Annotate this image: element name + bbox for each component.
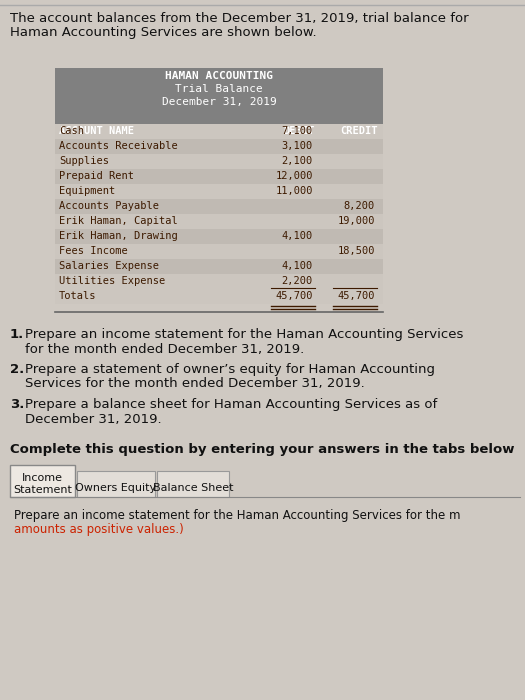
Bar <box>55 259 383 274</box>
Text: Prepare a statement of owner’s equity for Haman Accounting: Prepare a statement of owner’s equity fo… <box>25 363 435 376</box>
Bar <box>55 214 383 229</box>
Bar <box>55 199 383 214</box>
Text: Prepare an income statement for the Haman Accounting Services: Prepare an income statement for the Hama… <box>25 328 464 341</box>
Text: Statement: Statement <box>13 485 72 495</box>
Text: Prepaid Rent: Prepaid Rent <box>59 171 134 181</box>
Text: Owners Equity: Owners Equity <box>76 483 156 493</box>
Bar <box>55 169 383 184</box>
Text: 4,100: 4,100 <box>282 231 313 241</box>
Text: Complete this question by entering your answers in the tabs below: Complete this question by entering your … <box>10 443 514 456</box>
Text: 2,200: 2,200 <box>282 276 313 286</box>
Text: HAMAN ACCOUNTING: HAMAN ACCOUNTING <box>165 71 273 81</box>
Bar <box>10 465 75 497</box>
Text: 18,500: 18,500 <box>338 246 375 256</box>
Text: Haman Accounting Services are shown below.: Haman Accounting Services are shown belo… <box>10 26 317 39</box>
Text: Fees Income: Fees Income <box>59 246 128 256</box>
Bar <box>55 139 383 154</box>
Bar <box>157 471 229 497</box>
Bar <box>55 184 383 199</box>
Bar <box>55 229 383 244</box>
Text: 8,200: 8,200 <box>344 201 375 211</box>
Text: 7,100: 7,100 <box>282 126 313 136</box>
Text: Totals: Totals <box>59 291 97 301</box>
Bar <box>55 274 383 289</box>
Bar <box>55 68 383 124</box>
Text: 45,700: 45,700 <box>338 291 375 301</box>
Text: 19,000: 19,000 <box>338 216 375 226</box>
Text: Erik Haman, Capital: Erik Haman, Capital <box>59 216 178 226</box>
Text: Salaries Expense: Salaries Expense <box>59 261 159 271</box>
Text: The account balances from the December 31, 2019, trial balance for: The account balances from the December 3… <box>10 12 469 25</box>
Text: Prepare a balance sheet for Haman Accounting Services as of: Prepare a balance sheet for Haman Accoun… <box>25 398 437 411</box>
Text: DEBIT: DEBIT <box>283 126 314 136</box>
Text: 2,100: 2,100 <box>282 156 313 166</box>
Text: Equipment: Equipment <box>59 186 116 196</box>
Text: CREDIT: CREDIT <box>340 126 377 136</box>
Text: 2.: 2. <box>10 363 24 376</box>
Text: amounts as positive values.): amounts as positive values.) <box>14 523 184 536</box>
Text: Balance Sheet: Balance Sheet <box>153 483 233 493</box>
Text: ACCOUNT NAME: ACCOUNT NAME <box>59 126 134 136</box>
Text: Prepare an income statement for the Haman Accounting Services for the m: Prepare an income statement for the Hama… <box>14 509 460 522</box>
Bar <box>55 244 383 259</box>
Text: Cash: Cash <box>59 126 84 136</box>
Bar <box>55 289 383 304</box>
Text: December 31, 2019: December 31, 2019 <box>162 97 276 107</box>
Text: for the month ended December 31, 2019.: for the month ended December 31, 2019. <box>25 342 304 356</box>
Text: 3,100: 3,100 <box>282 141 313 151</box>
Bar <box>77 471 155 497</box>
Bar <box>55 154 383 169</box>
Text: 1.: 1. <box>10 328 24 341</box>
Text: 4,100: 4,100 <box>282 261 313 271</box>
Text: Services for the month ended December 31, 2019.: Services for the month ended December 31… <box>25 377 365 391</box>
Text: Erik Haman, Drawing: Erik Haman, Drawing <box>59 231 178 241</box>
Text: Income: Income <box>22 473 63 483</box>
Text: 12,000: 12,000 <box>276 171 313 181</box>
Bar <box>55 124 383 139</box>
Text: Utilities Expense: Utilities Expense <box>59 276 165 286</box>
Text: Accounts Receivable: Accounts Receivable <box>59 141 178 151</box>
Text: December 31, 2019.: December 31, 2019. <box>25 412 162 426</box>
Text: Accounts Payable: Accounts Payable <box>59 201 159 211</box>
Text: 3.: 3. <box>10 398 24 411</box>
Text: 45,700: 45,700 <box>276 291 313 301</box>
Text: Supplies: Supplies <box>59 156 109 166</box>
Text: Trial Balance: Trial Balance <box>175 84 263 94</box>
Text: 11,000: 11,000 <box>276 186 313 196</box>
